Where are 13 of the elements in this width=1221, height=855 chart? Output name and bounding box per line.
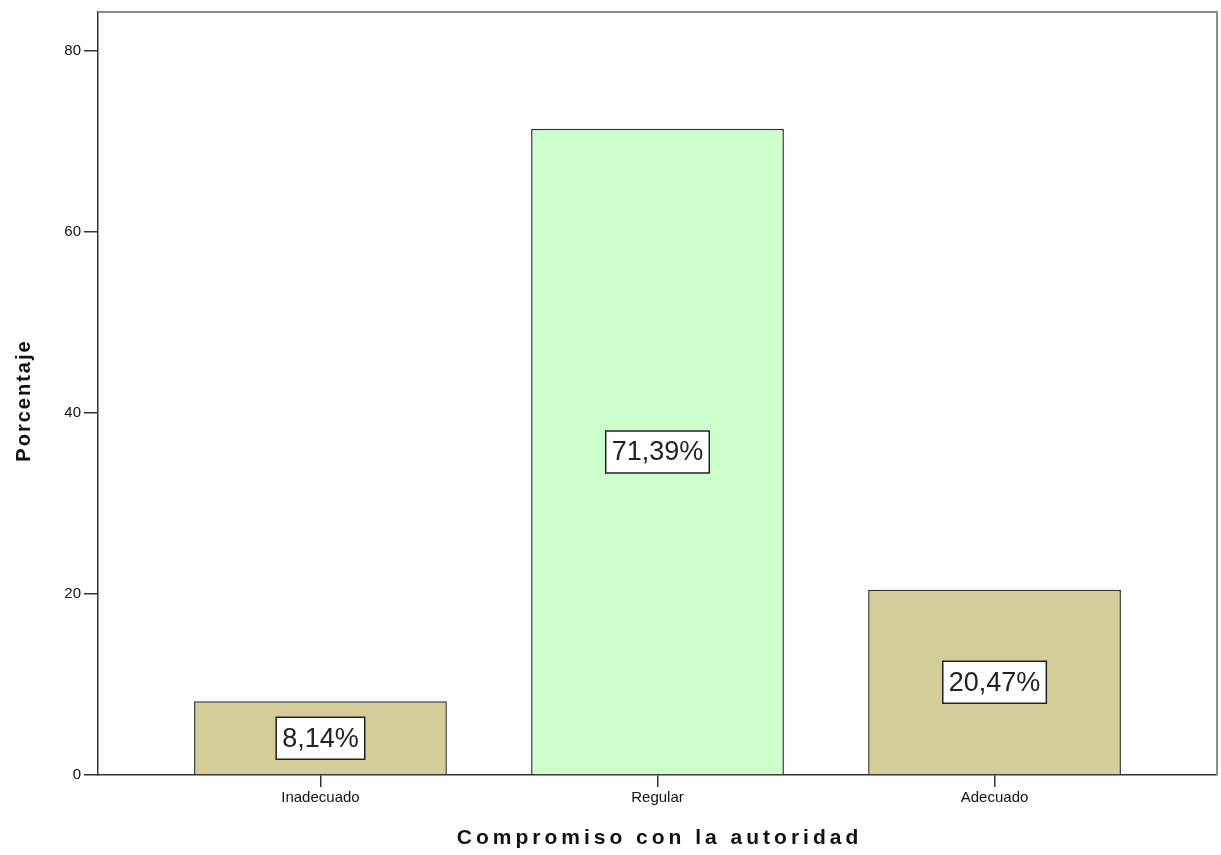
x-tick-label: Inadecuado (281, 788, 360, 806)
x-axis-title: Compromiso con la autoridad (456, 824, 863, 848)
y-tick-label: 0 (72, 765, 81, 783)
y-axis-title: Porcentaje (11, 339, 34, 462)
data-label: 71,39% (611, 436, 704, 467)
y-tick-label: 20 (64, 584, 81, 602)
data-label: 20,47% (948, 666, 1041, 697)
x-tick-label: Regular (631, 788, 684, 806)
y-tick-label: 80 (64, 41, 81, 59)
y-tick-label: 60 (64, 222, 81, 240)
x-tick-label: Adecuado (960, 788, 1029, 806)
y-tick-label: 40 (64, 403, 81, 421)
data-label: 8,14% (282, 722, 359, 753)
